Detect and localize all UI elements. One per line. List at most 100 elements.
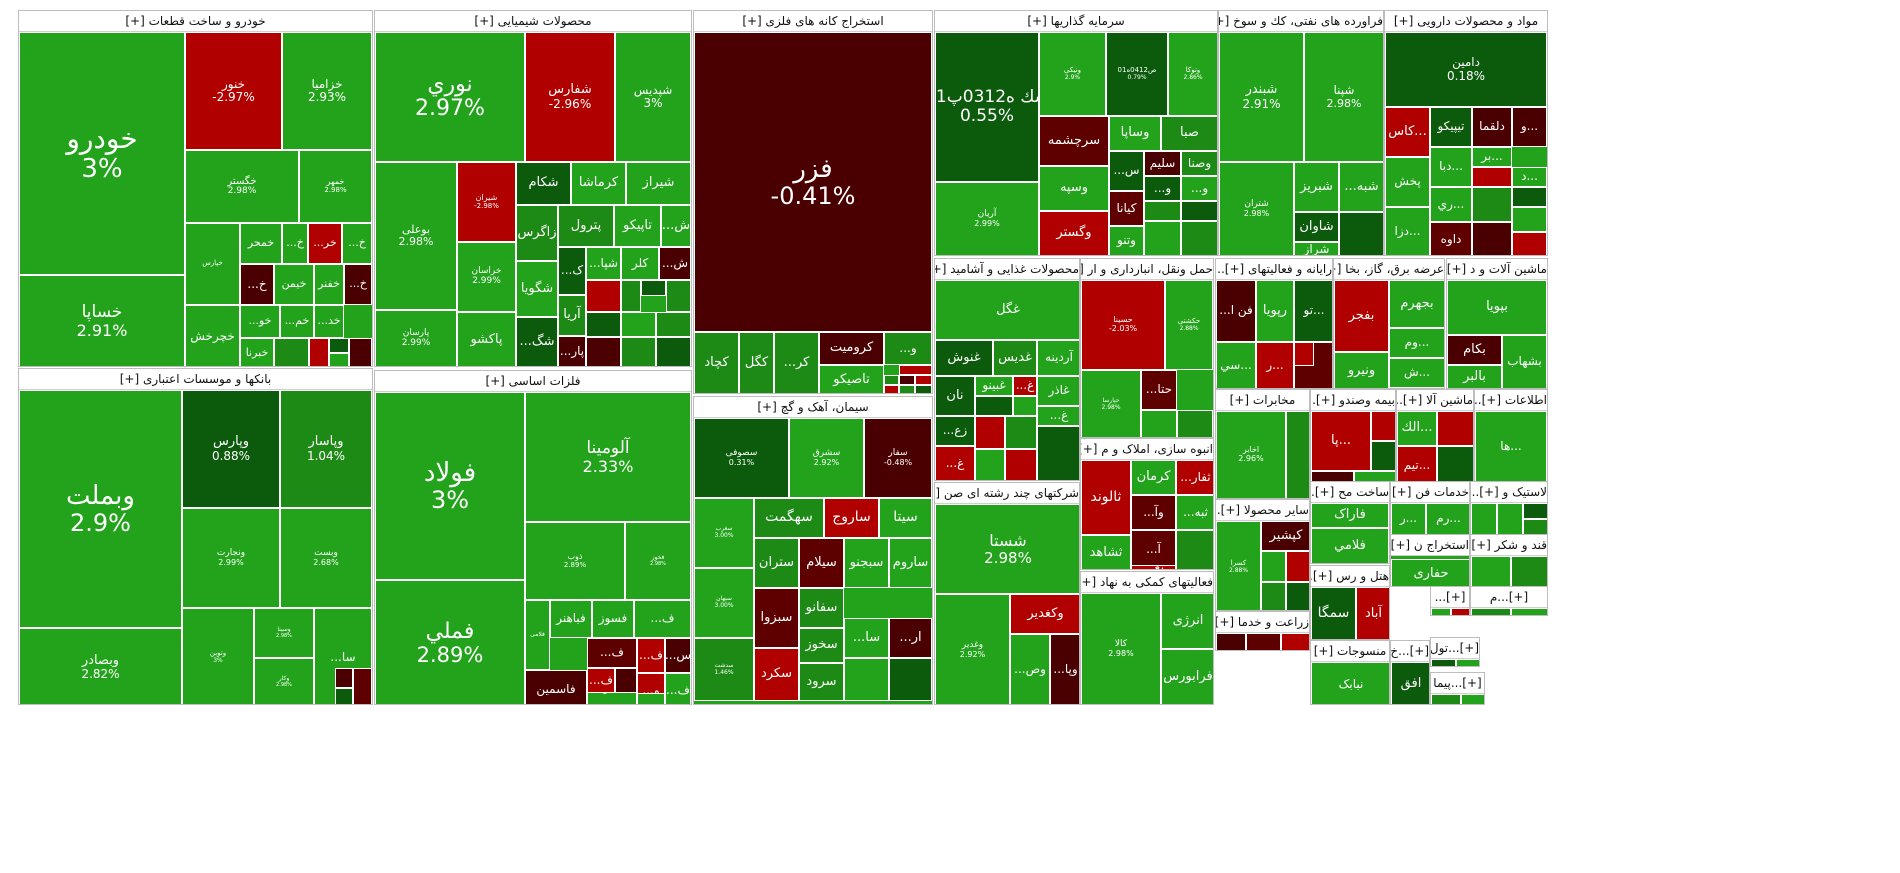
- stock-tile[interactable]: ...ها: [1475, 411, 1547, 482]
- sector-title-expand[interactable]: عرضه برق، گاز، بخا [+]...: [1334, 259, 1444, 280]
- stock-tile[interactable]: وتوکا 2.86%: [1168, 32, 1217, 116]
- stock-tile[interactable]: ف...: [665, 673, 691, 704]
- stock-tile[interactable]: ستران: [754, 538, 799, 588]
- sector-title-expand[interactable]: منسوجات [+]: [1311, 641, 1389, 662]
- stock-tile-small[interactable]: [1286, 551, 1309, 582]
- stock-tile[interactable]: شپدیس 3%: [615, 32, 691, 162]
- stock-tile[interactable]: سدشت 1.46%: [694, 638, 754, 701]
- stock-tile-small[interactable]: [1176, 530, 1213, 569]
- sector-title-expand[interactable]: فلزات اساسی [+]: [375, 371, 691, 392]
- stock-tile-small[interactable]: [1181, 221, 1217, 255]
- stock-tile[interactable]: بوعلی 2.98%: [375, 162, 457, 310]
- stock-tile[interactable]: آریان 2.99%: [935, 182, 1039, 255]
- stock-tile-small[interactable]: [1286, 411, 1309, 498]
- stock-tile[interactable]: ش...: [661, 205, 691, 247]
- stock-tile[interactable]: خ...: [344, 264, 372, 305]
- sector-title-expand[interactable]: [+]...م: [1471, 587, 1547, 608]
- sector-title-expand[interactable]: حمل ونقل، انبارداری و ار [+]...: [1081, 259, 1213, 280]
- stock-tile[interactable]: پترول: [558, 205, 614, 247]
- stock-tile[interactable]: تاصیکو: [819, 365, 884, 393]
- stock-tile[interactable]: خ...: [342, 223, 372, 264]
- stock-tile-small[interactable]: [615, 668, 637, 693]
- stock-tile[interactable]: فولاد 3%: [375, 392, 525, 580]
- stock-tile-small[interactable]: [1511, 608, 1547, 615]
- stock-tile[interactable]: وآ...: [1131, 495, 1176, 530]
- stock-tile[interactable]: آلومینا 2.33%: [525, 392, 691, 522]
- stock-tile[interactable]: شبه...: [1339, 162, 1383, 212]
- stock-tile[interactable]: ...دبا: [1430, 147, 1472, 187]
- sector-title-expand[interactable]: هتل و رس [+]...: [1311, 566, 1389, 587]
- stock-tile[interactable]: ف...: [587, 638, 637, 668]
- sector-title-expand[interactable]: انبوه سازی، املاک و م [+]...: [1081, 439, 1213, 460]
- stock-tile-small[interactable]: [844, 658, 889, 701]
- stock-tile[interactable]: خودرو 3%: [19, 32, 185, 275]
- stock-tile[interactable]: وکغدیر: [1010, 594, 1079, 634]
- stock-tile[interactable]: شفارس -2.96%: [525, 32, 615, 162]
- sector-title-expand[interactable]: ساخت مح [+]...: [1311, 482, 1389, 503]
- stock-tile[interactable]: ...وم: [1389, 328, 1444, 358]
- stock-tile[interactable]: شگویا: [516, 261, 558, 317]
- stock-tile[interactable]: فباهنر: [550, 600, 592, 638]
- stock-tile-small[interactable]: [1461, 694, 1484, 704]
- stock-tile-small[interactable]: [1437, 446, 1473, 482]
- stock-tile[interactable]: آباد: [1356, 587, 1389, 639]
- stock-tile-small[interactable]: [1451, 608, 1469, 615]
- stock-tile[interactable]: ثشاهد: [1081, 535, 1131, 569]
- stock-tile[interactable]: خد...: [314, 305, 344, 338]
- stock-tile[interactable]: دامین 0.18%: [1385, 32, 1547, 107]
- stock-tile[interactable]: خم...: [280, 305, 314, 338]
- stock-tile[interactable]: داوه: [1430, 222, 1472, 255]
- stock-tile-small[interactable]: [666, 280, 691, 312]
- stock-tile-small[interactable]: [349, 338, 372, 366]
- sector-title-expand[interactable]: محصولات غذایی و آشامید [+]...: [935, 259, 1079, 280]
- sector-title-expand[interactable]: سیمان، آهک و گچ [+]: [694, 397, 932, 418]
- stock-tile-small[interactable]: [899, 365, 932, 375]
- stock-tile-small[interactable]: [329, 338, 349, 353]
- stock-tile[interactable]: فلامی: [525, 600, 550, 670]
- stock-tile-small[interactable]: [1005, 416, 1037, 449]
- stock-tile[interactable]: بالبر: [1447, 365, 1502, 388]
- stock-tile[interactable]: سك ه0312پ010.55%: [935, 32, 1039, 182]
- stock-tile[interactable]: پارسان 2.99%: [375, 310, 457, 366]
- stock-tile[interactable]: سصوفی 0.31%: [694, 418, 789, 498]
- stock-tile-small[interactable]: [975, 396, 1013, 416]
- stock-tile[interactable]: کرماشا: [571, 162, 626, 205]
- stock-tile[interactable]: شیران -2.98%: [457, 162, 516, 242]
- stock-tile[interactable]: غدیس: [993, 340, 1037, 376]
- stock-tile[interactable]: ...پا: [1311, 411, 1371, 471]
- stock-tile-small[interactable]: [1523, 503, 1547, 519]
- stock-tile[interactable]: فخوز 2.98%: [625, 522, 691, 600]
- stock-tile-small[interactable]: [1286, 582, 1309, 610]
- stock-tile-small[interactable]: [915, 375, 932, 385]
- stock-tile[interactable]: سیلام: [799, 538, 844, 588]
- stock-tile-small[interactable]: [1523, 519, 1547, 535]
- stock-tile[interactable]: بپویا: [1447, 280, 1547, 335]
- stock-tile[interactable]: شستا 2.98%: [935, 504, 1079, 594]
- stock-tile-small[interactable]: [1512, 187, 1547, 207]
- stock-tile[interactable]: ...تو: [1294, 280, 1332, 342]
- stock-tile[interactable]: خیمن: [274, 264, 314, 305]
- stock-tile[interactable]: ار...: [889, 618, 932, 658]
- stock-tile[interactable]: خ...: [240, 264, 274, 305]
- stock-tile-small[interactable]: [1371, 411, 1395, 441]
- stock-tile-small[interactable]: [656, 337, 691, 366]
- sector-title-expand[interactable]: شرکتهای چند رشته ای صن [+]...: [935, 483, 1079, 504]
- stock-tile[interactable]: سیتا: [879, 498, 932, 538]
- stock-tile-small[interactable]: [915, 385, 932, 393]
- stock-tile-small[interactable]: [1471, 503, 1497, 535]
- stock-tile-small[interactable]: [1339, 212, 1383, 255]
- stock-tile-small[interactable]: [1246, 633, 1281, 650]
- stock-tile[interactable]: خو...: [240, 305, 280, 338]
- stock-tile[interactable]: خچرخش: [185, 305, 240, 366]
- stock-tile[interactable]: ثالوند: [1081, 460, 1131, 535]
- stock-tile[interactable]: ...کاس: [1385, 107, 1430, 157]
- stock-tile[interactable]: خمحر: [240, 223, 282, 264]
- stock-tile[interactable]: بفجر: [1334, 280, 1389, 352]
- stock-tile-small[interactable]: [975, 449, 1005, 480]
- stock-tile[interactable]: زع...: [935, 416, 975, 446]
- stock-tile[interactable]: کپشیر: [1261, 521, 1309, 551]
- stock-tile[interactable]: وسپه: [1039, 166, 1109, 211]
- stock-tile[interactable]: فن ا...: [1216, 280, 1256, 342]
- stock-tile[interactable]: اخابر 2.96%: [1216, 411, 1286, 498]
- stock-tile[interactable]: سفانو: [799, 588, 844, 628]
